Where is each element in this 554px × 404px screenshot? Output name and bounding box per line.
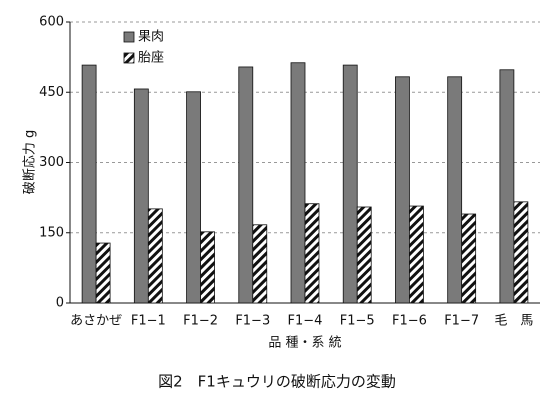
legend-label: 果肉 bbox=[138, 30, 164, 45]
x-axis-label: 品 種・系 統 bbox=[268, 335, 341, 351]
bar bbox=[304, 203, 320, 304]
legend-swatch bbox=[123, 52, 135, 64]
bar bbox=[356, 206, 372, 304]
bar bbox=[95, 242, 111, 304]
chart-title: 図2 F1キュウリの破断応力の変動 bbox=[158, 373, 396, 391]
y-tick-label: 450 bbox=[39, 85, 64, 100]
y-axis-label: 破断応力 g bbox=[23, 130, 38, 194]
y-tick-label: 300 bbox=[39, 155, 64, 170]
bar bbox=[200, 231, 215, 304]
y-tick-label: 0 bbox=[56, 296, 64, 311]
bar bbox=[409, 205, 424, 304]
legend-label: 胎座 bbox=[138, 51, 164, 66]
bar bbox=[290, 62, 306, 304]
bar bbox=[147, 208, 163, 304]
bar bbox=[238, 66, 254, 304]
bar bbox=[499, 69, 515, 304]
bar bbox=[252, 224, 268, 304]
x-tick-label: 毛 馬 bbox=[494, 314, 533, 329]
bar bbox=[395, 76, 410, 304]
bar bbox=[186, 91, 201, 304]
x-tick-label: F1−2 bbox=[183, 314, 218, 329]
x-tick-label: F1−6 bbox=[392, 314, 427, 329]
bar bbox=[133, 88, 149, 304]
x-tick-label: F1−4 bbox=[288, 314, 323, 329]
bar bbox=[342, 64, 358, 304]
y-tick-label: 600 bbox=[39, 15, 64, 30]
bar bbox=[513, 201, 529, 304]
x-tick-label: F1−3 bbox=[235, 314, 270, 329]
x-tick-label: あさかぜ bbox=[70, 314, 122, 329]
x-tick-label: F1−7 bbox=[444, 314, 479, 329]
bar bbox=[461, 213, 477, 304]
x-tick-label: F1−5 bbox=[340, 314, 375, 329]
legend-swatch bbox=[123, 31, 135, 43]
bar bbox=[447, 76, 463, 304]
x-tick-label: F1−1 bbox=[131, 314, 166, 329]
y-tick-label: 150 bbox=[39, 225, 64, 240]
bar bbox=[81, 64, 97, 304]
